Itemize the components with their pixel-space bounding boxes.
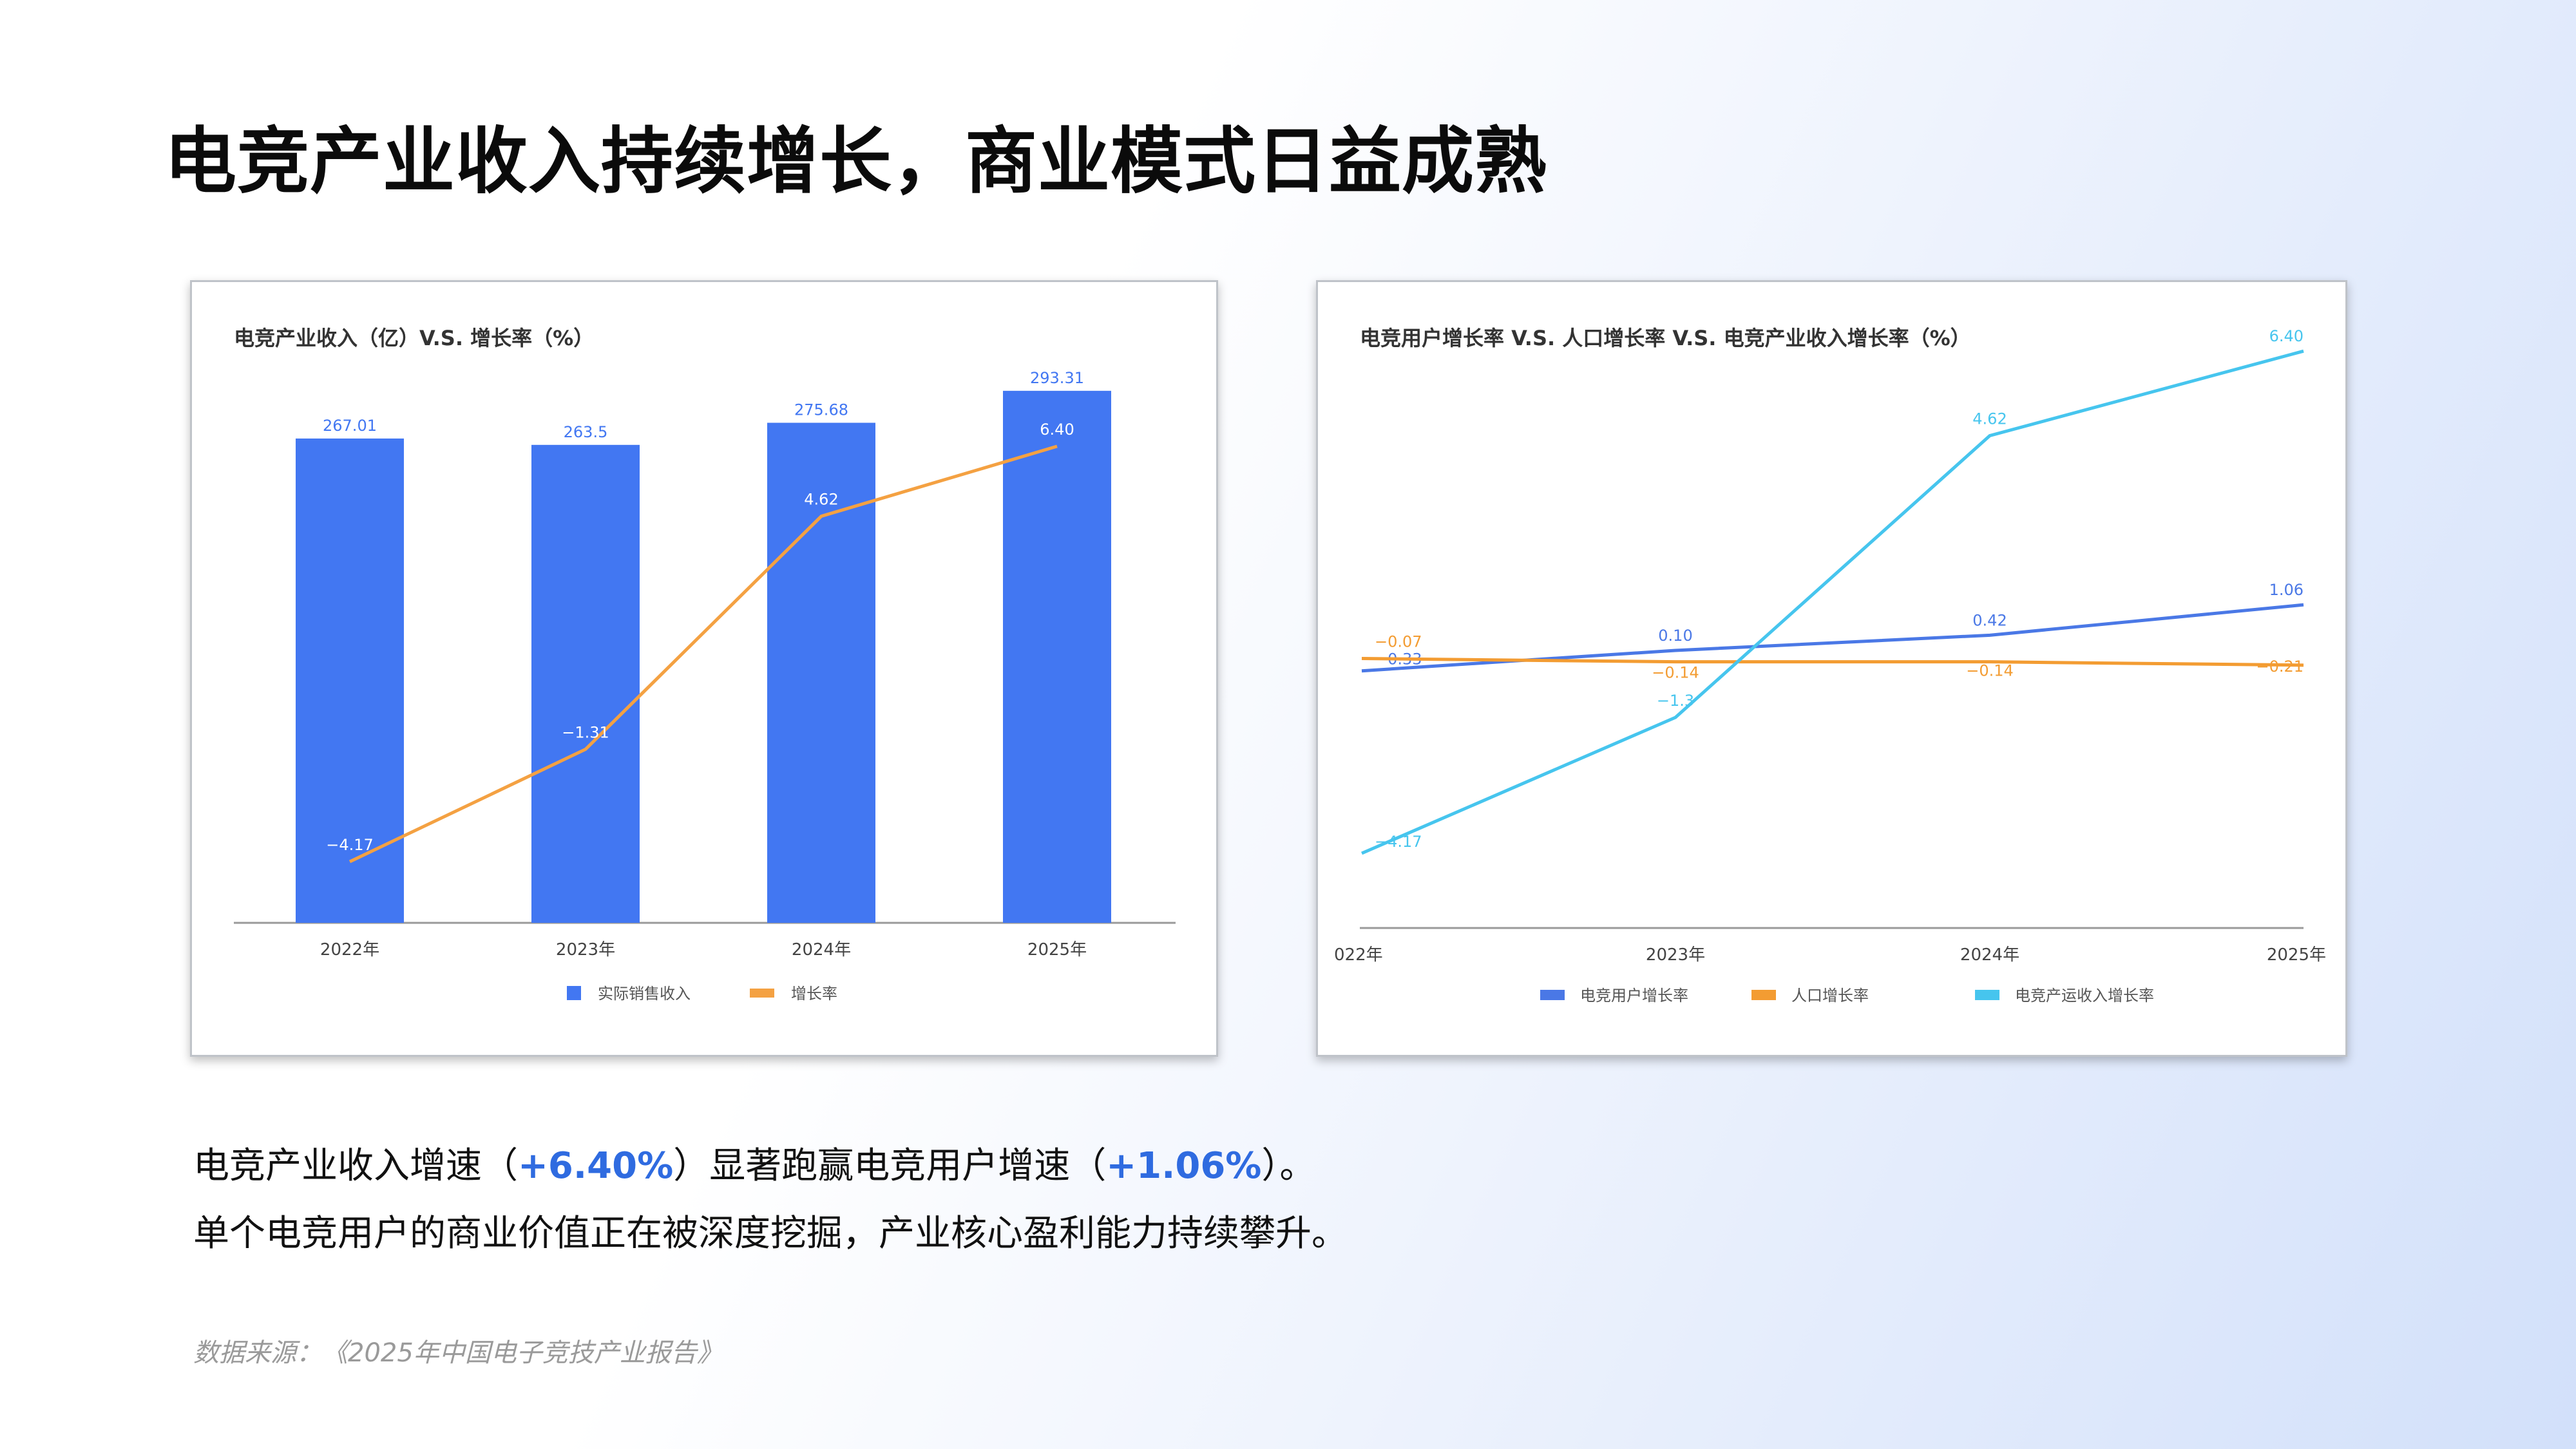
series-value-label: −0.07 (1375, 633, 1422, 651)
series-value-label: 0.10 (1658, 627, 1692, 645)
x-tick-label: 2025年 (2267, 945, 2326, 965)
bar-value-label: 275.68 (794, 401, 848, 419)
page-title: 电竞产业收入持续增长，商业模式日益成熟 (164, 120, 1547, 204)
revenue-chart: 电竞产业收入（亿）V.S. 增长率（%） 267.01 2022年 263.5 2023… (234, 326, 1176, 1003)
series-value-label: 1.06 (2269, 581, 2304, 599)
growth-rate-label: 6.40 (1040, 421, 1074, 439)
series-value-label: −4.17 (1375, 833, 1422, 851)
x-tick-label: 2022年 (320, 940, 379, 960)
growth-rate-label: 4.62 (804, 491, 838, 509)
summary-text-c: ）显著跑赢电竞用户增速（ (673, 1145, 1107, 1187)
revenue-bar (1003, 390, 1111, 923)
summary-line-2: 单个电竞用户的商业价值正在被深度挖掘，产业核心盈利能力持续攀升。 (193, 1213, 1348, 1255)
series-value-label: −0.14 (1652, 664, 1699, 682)
x-tick-label: 2025年 (1027, 940, 1087, 960)
legend-industry-growth-swatch (1975, 990, 1999, 1000)
x-tick-label: 022年 (1334, 945, 1383, 965)
legend-population-growth-label: 人口增长率 (1791, 987, 1869, 1005)
growth-rate-line (348, 444, 1058, 864)
x-tick-label: 2024年 (792, 940, 851, 960)
revenue-chart-panel: 电竞产业收入（亿）V.S. 增长率（%） 267.01 2022年 263.5 2023… (190, 280, 1218, 1057)
x-tick-label: 2023年 (1646, 945, 1705, 965)
legend-user-growth-swatch (1540, 990, 1565, 1000)
legend-population-growth-swatch (1751, 990, 1776, 1000)
chart-title: 电竞产业收入（亿）V.S. 增长率（%） (234, 326, 594, 350)
x-tick-label: 2024年 (1960, 945, 2019, 965)
legend-swatch-revenue (567, 986, 581, 1000)
x-tick-label: 2023年 (556, 940, 615, 960)
legend-label-revenue: 实际销售收入 (598, 985, 691, 1003)
growth-rate-label: −4.17 (326, 836, 374, 854)
legend-label-growth: 增长率 (791, 985, 837, 1003)
bar-value-label: 267.01 (323, 417, 377, 435)
revenue-bar (531, 444, 640, 923)
series-value-label: 0.42 (1972, 611, 2007, 629)
series-value-label: −0.14 (1966, 662, 2014, 680)
series-value-label: 6.40 (2269, 327, 2304, 345)
summary-text-a: 电竞产业收入增速（ (193, 1145, 518, 1187)
growth-rate-chart-panel: 电竞用户增长率 V.S. 人口增长率 V.S. 电竞产业收入增长率（%） 022年… (1316, 280, 2347, 1057)
series-value-label: −0.21 (2256, 658, 2304, 676)
growth-rate-chart: 电竞用户增长率 V.S. 人口增长率 V.S. 电竞产业收入增长率（%） 022年… (1334, 326, 2326, 1005)
bar-value-label: 263.5 (564, 423, 608, 441)
revenue-bar (296, 438, 404, 923)
legend-industry-growth-label: 电竞产运收入增长率 (2015, 987, 2154, 1005)
growth-rate-label: −1.31 (562, 723, 609, 741)
legend-user-growth-label: 电竞用户增长率 (1580, 987, 1688, 1005)
chart-title: 电竞用户增长率 V.S. 人口增长率 V.S. 电竞产业收入增长率（%） (1360, 326, 1971, 350)
series-value-label: 4.62 (1972, 410, 2007, 428)
series-value-label: −1.3 (1657, 692, 1694, 710)
series-line (1361, 349, 2304, 855)
user-growth-highlight: +1.06% (1106, 1145, 1262, 1187)
summary-text-e: ）。 (1261, 1145, 1316, 1187)
series-line (1361, 657, 2304, 667)
legend-swatch-growth (750, 989, 774, 998)
summary-line-1: 电竞产业收入增速（+6.40%）显著跑赢电竞用户增速（+1.06%）。 (193, 1137, 1315, 1189)
bar-value-label: 293.31 (1030, 369, 1084, 387)
data-source-note: 数据来源：《2025年中国电子竞技产业报告》 (193, 1338, 723, 1368)
revenue-growth-highlight: +6.40% (518, 1145, 674, 1187)
